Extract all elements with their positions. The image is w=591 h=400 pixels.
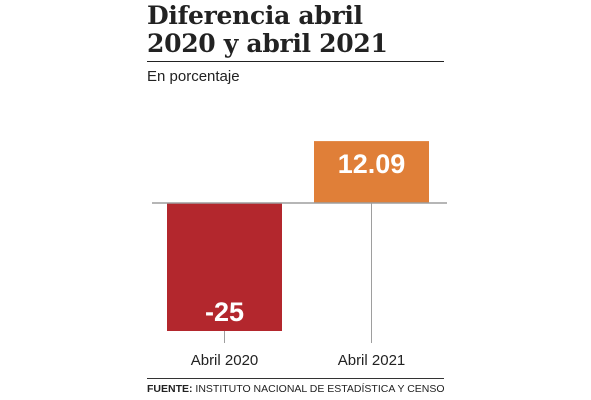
category-label-0: Abril 2020 [191,352,259,369]
source-label: FUENTE: [147,383,193,395]
source-text: INSTITUTO NACIONAL DE ESTADÍSTICA Y CENS… [195,383,445,395]
footer-divider [147,378,444,379]
chart-title: Diferencia abril 2020 y abril 2021 [147,2,447,58]
source-note: FUENTE: INSTITUTO NACIONAL DE ESTADÍSTIC… [147,383,445,395]
title-line-1: Diferencia abril [147,1,363,30]
chart-subtitle: En porcentaje [147,68,240,85]
data-label-0: -25 [205,297,244,327]
data-label-1: 12.09 [338,149,406,179]
bar-0 [167,203,282,331]
title-divider [147,61,444,62]
title-line-2: 2020 y abril 2021 [147,29,388,58]
category-label-1: Abril 2021 [338,352,406,369]
bar-1 [314,141,429,203]
